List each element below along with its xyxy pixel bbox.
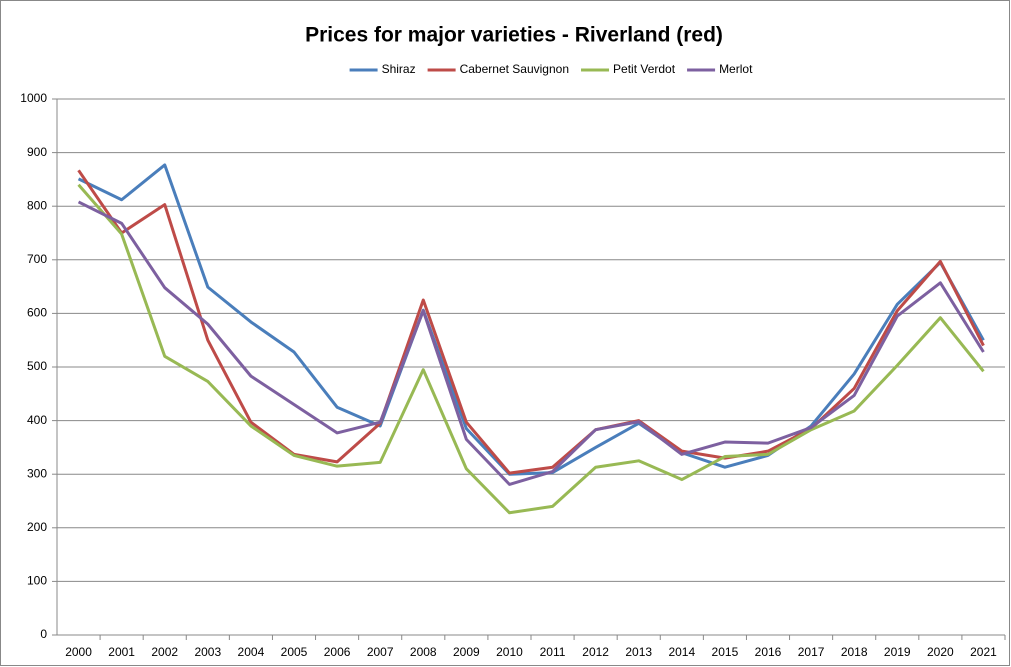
series-line (77, 163, 985, 476)
x-tick-label: 2014 (668, 645, 695, 659)
y-tick-label: 400 (27, 413, 47, 427)
x-tick-label: 2000 (65, 645, 92, 659)
x-tick-label: 2010 (496, 645, 523, 659)
y-tick-label: 1000 (20, 91, 47, 105)
x-tick-label: 2018 (841, 645, 868, 659)
series-line (77, 169, 985, 475)
x-tick-label: 2002 (151, 645, 178, 659)
y-tick-label: 700 (27, 252, 47, 266)
x-tick-label: 2006 (324, 645, 351, 659)
y-tick-label: 500 (27, 359, 47, 373)
chart-title: Prices for major varieties - Riverland (… (305, 24, 723, 47)
x-tick-label: 2003 (194, 645, 221, 659)
y-tick-label: 800 (27, 198, 47, 212)
x-tick-label: 2019 (884, 645, 911, 659)
y-tick-label: 600 (27, 306, 47, 320)
x-tick-label: 2007 (367, 645, 394, 659)
legend-label: Shiraz (382, 62, 416, 76)
legend-label: Petit Verdot (613, 62, 676, 76)
x-tick-label: 2004 (238, 645, 265, 659)
series-line (77, 200, 985, 486)
x-tick-label: 2012 (582, 645, 609, 659)
legend-label: Merlot (719, 62, 753, 76)
x-tick-label: 2021 (970, 645, 997, 659)
y-tick-label: 0 (40, 627, 47, 641)
x-tick-label: 2015 (712, 645, 739, 659)
x-tick-label: 2017 (798, 645, 825, 659)
y-tick-label: 100 (27, 574, 47, 588)
x-tick-label: 2013 (625, 645, 652, 659)
y-tick-label: 200 (27, 520, 47, 534)
x-tick-label: 2020 (927, 645, 954, 659)
series-line (77, 183, 985, 515)
x-tick-label: 2009 (453, 645, 480, 659)
x-tick-label: 2011 (540, 645, 566, 659)
x-tick-label: 2008 (410, 645, 437, 659)
x-tick-label: 2005 (281, 645, 308, 659)
y-tick-label: 900 (27, 145, 47, 159)
x-tick-label: 2001 (108, 645, 135, 659)
legend-label: Cabernet Sauvignon (460, 62, 569, 76)
x-tick-label: 2016 (755, 645, 782, 659)
y-tick-label: 300 (27, 466, 47, 480)
